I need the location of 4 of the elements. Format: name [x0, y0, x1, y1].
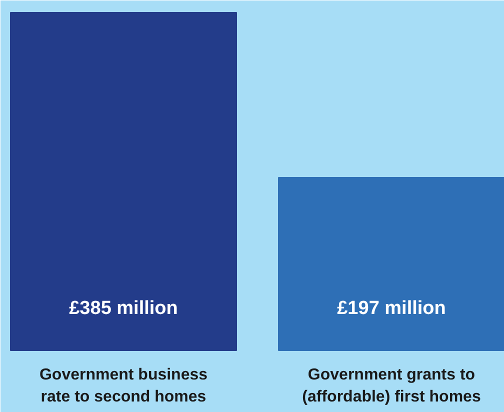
x-tick-label: Government business rate to second homes [39, 366, 208, 406]
x-tick-label: Government grants to (affordable) first homes [302, 366, 481, 406]
data-label: £197 million [337, 298, 446, 319]
data-label: £385 million [69, 298, 178, 319]
